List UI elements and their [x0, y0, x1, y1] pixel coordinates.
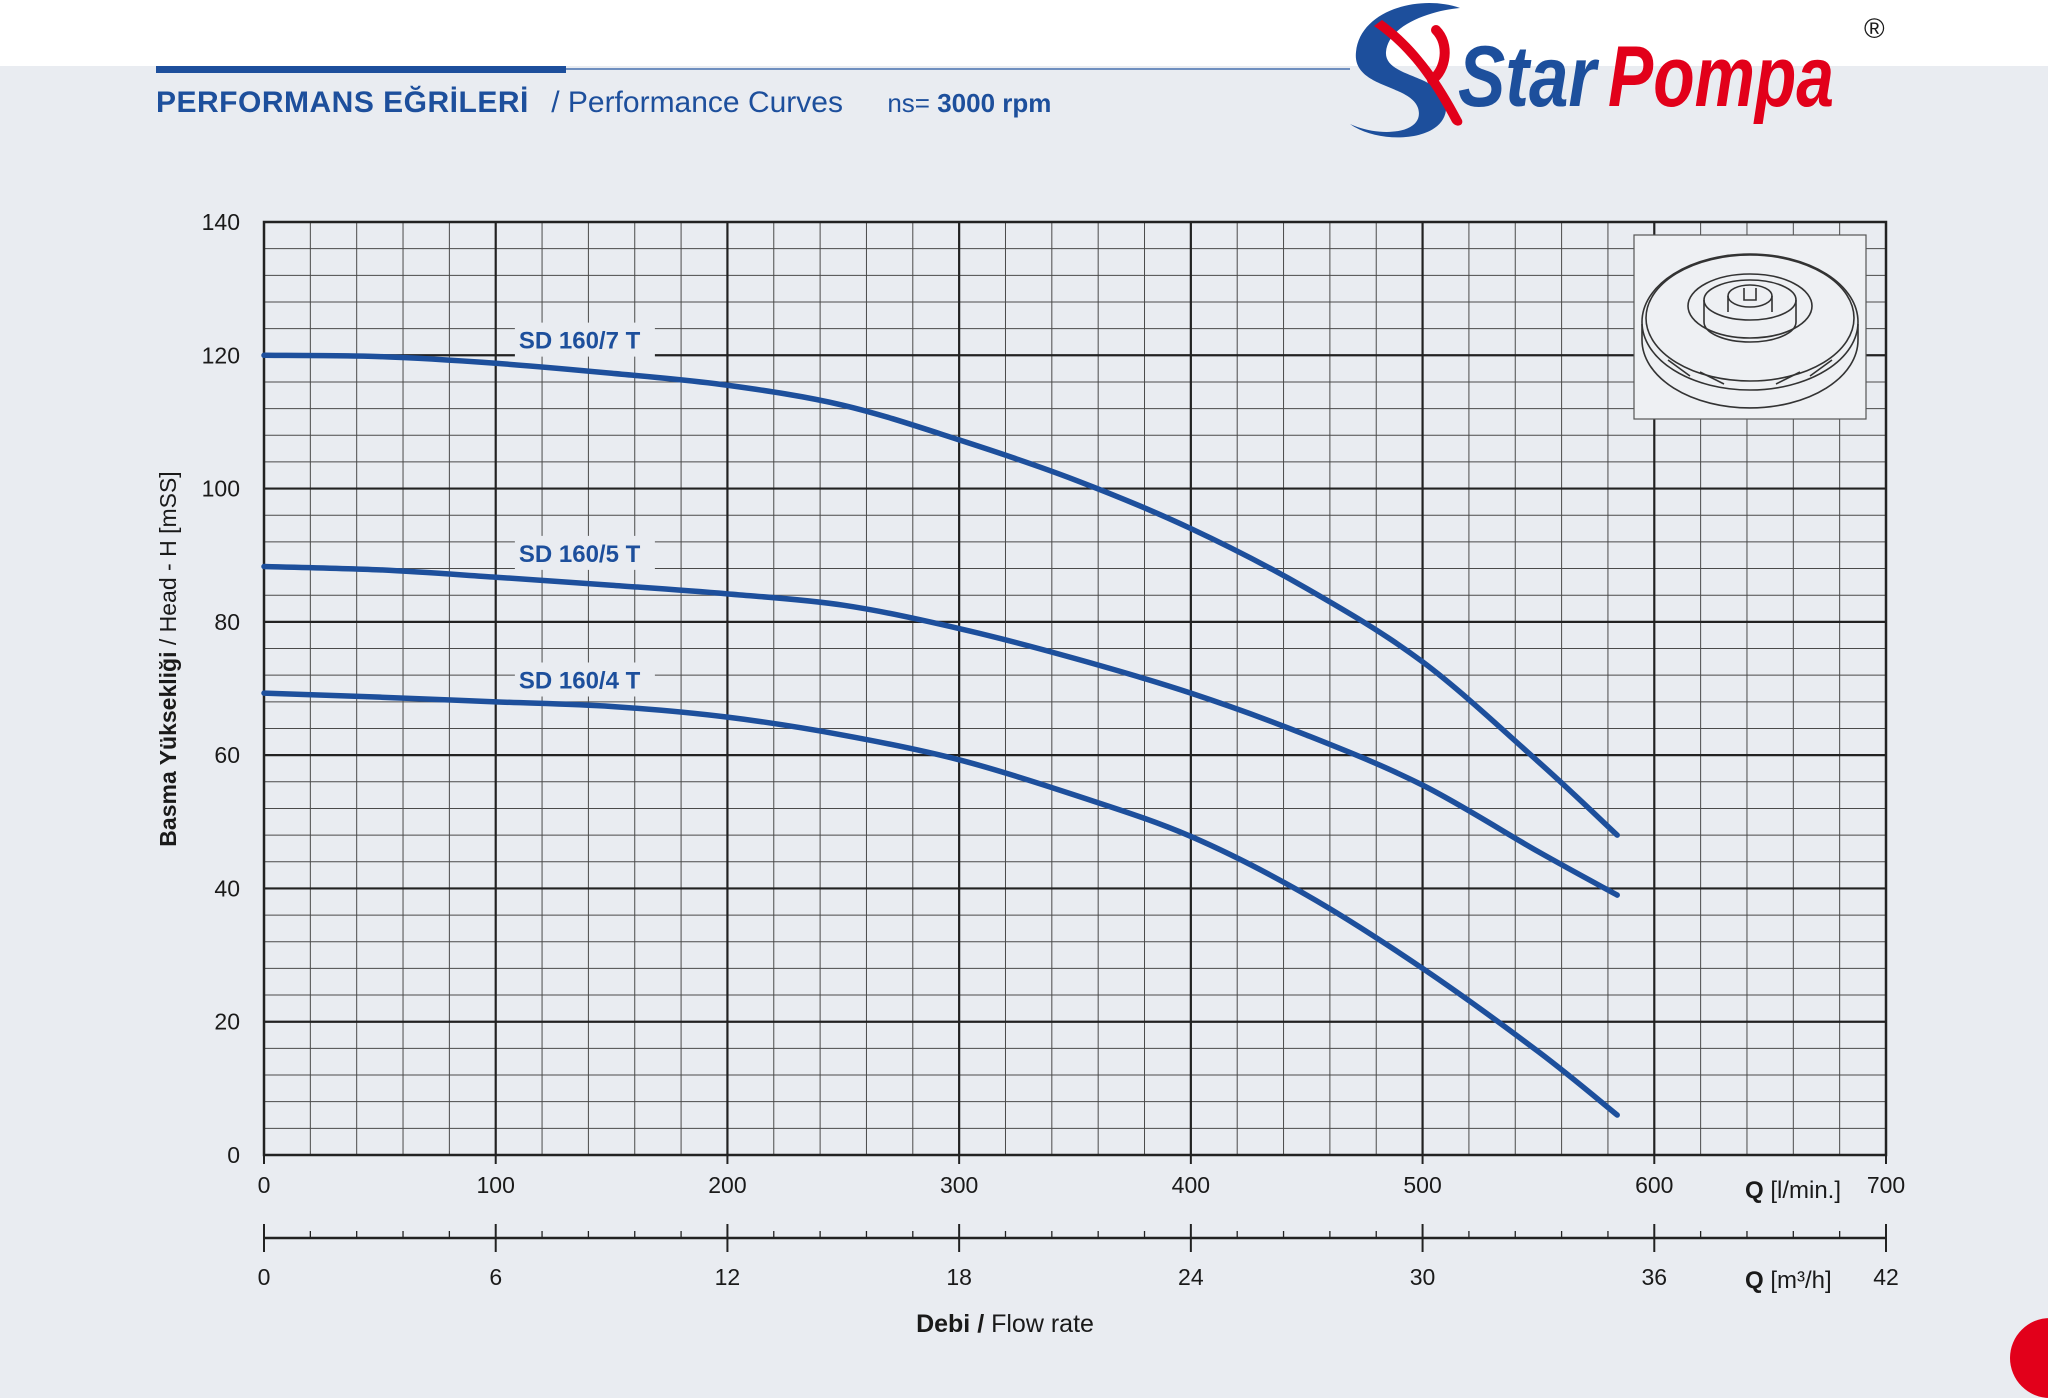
- x-tick-label: 400: [1172, 1172, 1210, 1198]
- x2-tick-label: 24: [1178, 1264, 1204, 1290]
- y-tick-label: 0: [227, 1142, 240, 1168]
- flow-rate-label-rest: Flow rate: [991, 1310, 1094, 1338]
- x2-tick-label: 30: [1410, 1264, 1436, 1290]
- series-label: SD 160/7 T: [519, 328, 641, 355]
- curve-sd-160-5-t: [261, 563, 1620, 898]
- y-tick-label: 120: [202, 342, 240, 368]
- series-label: SD 160/4 T: [519, 668, 641, 695]
- y-axis-label-bold: Basma Yüksekliği: [155, 652, 181, 847]
- x2-axis-label: Q [m³/h]: [1745, 1267, 1832, 1294]
- speed-label-prefix: ns=: [887, 88, 930, 118]
- x-tick-label: 600: [1635, 1172, 1673, 1198]
- x-axis-ticks: 0 100 200 300 400 500 600 700: [258, 1155, 1905, 1198]
- speed-value: 3000 rpm: [937, 88, 1052, 118]
- impeller-icon: [1641, 253, 1859, 409]
- x-axis-label-unit: [l/min.]: [1770, 1177, 1841, 1204]
- x2-tick-label: 36: [1641, 1264, 1667, 1290]
- grid-major: [264, 222, 1886, 1155]
- plot-border: [262, 220, 1888, 1157]
- series-label-background: [514, 322, 655, 357]
- header-rule-thick: [156, 66, 566, 73]
- series-labels: SD 160/7 T SD 160/5 T SD 160/4 T: [514, 322, 655, 697]
- plot-frame: [262, 220, 1888, 1157]
- x-tick-label: 100: [477, 1172, 515, 1198]
- series-label-background: [514, 535, 655, 570]
- x2-tick-label: 0: [258, 1264, 271, 1290]
- performance-curves: [261, 352, 1620, 1118]
- x-tick-label: 500: [1403, 1172, 1441, 1198]
- x-tick-label: 300: [940, 1172, 978, 1198]
- impeller-inset: [1633, 234, 1867, 420]
- secondary-x-axis: 0 6 12 18 24 30 36 42: [258, 1224, 1899, 1290]
- x2-tick-label: 6: [489, 1264, 502, 1290]
- y-tick-label: 20: [214, 1009, 240, 1035]
- x2-tick-label: 18: [946, 1264, 972, 1290]
- y-tick-label: 100: [202, 476, 240, 502]
- x-tick-label: 0: [258, 1172, 271, 1198]
- swirl-emblem-icon: [1350, 3, 1463, 138]
- y-axis-label: Basma Yüksekliği / Head - H [mSS]: [155, 471, 181, 846]
- y-tick-label: 40: [214, 875, 240, 901]
- x-tick-label: 700: [1867, 1172, 1905, 1198]
- page-title: PERFORMANS EĞRİLERİ / Performance Curves…: [156, 84, 1051, 122]
- x2-axis-label-unit: [m³/h]: [1770, 1267, 1831, 1294]
- curve-sd-160-4-t: [261, 690, 1620, 1118]
- y-axis-label-rest: / Head - H [mSS]: [155, 471, 181, 645]
- header-rule-thin: [566, 68, 1350, 70]
- x-tick-label: 200: [708, 1172, 746, 1198]
- y-tick-label: 60: [214, 742, 240, 768]
- performance-chart: SD 160/7 TSD 160/5 TSD 160/4 T 020406080…: [155, 209, 1905, 1338]
- x2-tick-label: 12: [715, 1264, 741, 1290]
- speed-label: ns= 3000 rpm: [887, 88, 1051, 118]
- brand-name-pompa: Pompa: [1608, 29, 1834, 125]
- x2-axis-label-symbol: Q: [1745, 1267, 1764, 1294]
- brand-name-star: Star: [1458, 29, 1600, 125]
- flow-rate-label: Debi / Flow rate: [916, 1310, 1094, 1338]
- registered-mark: ®: [1864, 13, 1885, 44]
- title-english: / Performance Curves: [551, 86, 843, 119]
- x-axis-label: Q [l/min.]: [1745, 1177, 1841, 1204]
- series-label: SD 160/5 T: [519, 541, 641, 568]
- x2-tick-label: 42: [1873, 1264, 1899, 1290]
- series-label-background: [514, 662, 655, 697]
- y-tick-label: 80: [214, 609, 240, 635]
- curve-sd-160-7-t: [261, 352, 1620, 838]
- x-axis-label-symbol: Q: [1745, 1177, 1764, 1204]
- star-pompa-logo: Star Pompa ®: [1350, 3, 1885, 138]
- title-turkish: PERFORMANS EĞRİLERİ: [156, 86, 529, 119]
- y-tick-label: 140: [202, 209, 240, 235]
- y-axis-ticks: 0 20 40 60 80 100 120 140: [202, 209, 240, 1168]
- flow-rate-label-bold: Debi /: [916, 1310, 984, 1338]
- header-band: [0, 0, 2048, 66]
